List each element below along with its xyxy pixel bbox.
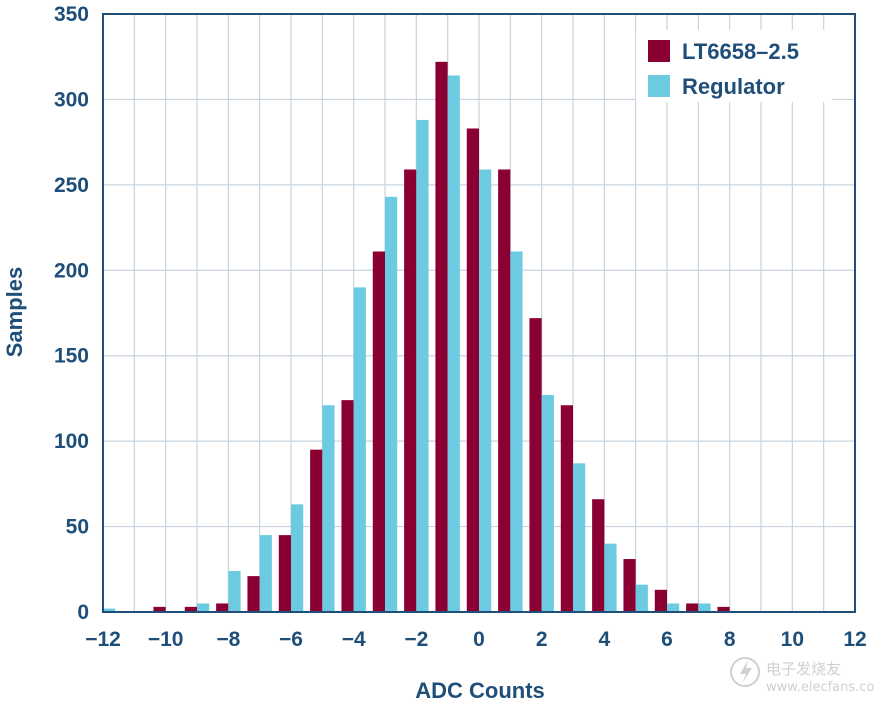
- bar-regulator: [447, 75, 460, 613]
- bar-lt6658: [184, 606, 197, 612]
- bar-lt6658: [341, 400, 354, 612]
- x-tick-label: 10: [781, 628, 804, 651]
- bar-lt6658: [717, 606, 730, 612]
- bar-regulator: [291, 504, 304, 612]
- x-tick-label: −8: [216, 628, 240, 651]
- y-axis-label: Samples: [2, 267, 27, 358]
- bar-regulator: [635, 584, 648, 612]
- legend-label-regulator: Regulator: [682, 74, 785, 99]
- x-tick-label: −10: [148, 628, 184, 651]
- plot-frame: [102, 13, 856, 613]
- bar-regulator: [197, 603, 210, 612]
- bar-lt6658: [529, 318, 542, 612]
- bar-lt6658: [310, 449, 323, 612]
- y-tick-label: 350: [54, 3, 89, 26]
- bar-lt6658: [278, 535, 291, 612]
- bar-regulator: [385, 196, 398, 612]
- legend-label-lt6658: LT6658–2.5: [682, 39, 799, 64]
- y-tick-label: 150: [54, 345, 89, 368]
- watermark-text-url: www.elecfans.com: [766, 680, 874, 695]
- watermark: 电子发烧友 www.elecfans.com: [730, 657, 874, 695]
- bar-lt6658: [435, 61, 448, 612]
- bar-lt6658: [560, 405, 573, 612]
- bar-lt6658: [247, 576, 260, 612]
- watermark-logo-icon: [730, 657, 760, 687]
- bar-regulator: [103, 608, 116, 612]
- x-tick-label: −4: [342, 628, 366, 651]
- x-tick-label: 8: [724, 628, 736, 651]
- bar-lt6658: [372, 251, 385, 612]
- y-tick-label: 200: [54, 259, 89, 282]
- bar-regulator: [353, 287, 366, 612]
- x-tick-label: 4: [598, 628, 610, 651]
- x-axis-label: ADC Counts: [415, 678, 545, 703]
- x-tick-label: −2: [404, 628, 428, 651]
- legend-swatch-lt6658: [648, 40, 670, 62]
- y-tick-label: 250: [54, 174, 89, 197]
- bar-regulator: [541, 395, 554, 612]
- x-tick-label: 2: [536, 628, 548, 651]
- bar-lt6658: [498, 169, 511, 613]
- y-tick-label: 0: [77, 601, 89, 624]
- bar-lt6658: [216, 603, 229, 612]
- x-tick-label: 0: [473, 628, 485, 651]
- bar-lt6658: [592, 499, 605, 612]
- watermark-logo-bolt-icon: [740, 660, 752, 684]
- bar-lt6658: [686, 603, 699, 612]
- bar-lt6658: [153, 606, 166, 612]
- bar-lt6658: [466, 128, 479, 612]
- bar-lt6658: [654, 589, 667, 612]
- y-tick-label: 100: [54, 430, 89, 453]
- x-tick-label: −6: [279, 628, 303, 651]
- bar-regulator: [667, 603, 680, 612]
- bar-regulator: [698, 603, 711, 612]
- bar-regulator: [573, 463, 586, 612]
- bar-regulator: [416, 119, 429, 612]
- y-tick-label: 50: [66, 516, 89, 539]
- bar-regulator: [322, 405, 335, 612]
- bar-regulator: [228, 570, 241, 612]
- bars: [103, 61, 730, 613]
- x-tick-label: 12: [843, 628, 866, 651]
- y-tick-labels: 0 50 100 150 200 250 300 350: [54, 3, 89, 624]
- y-tick-label: 300: [54, 88, 89, 111]
- legend: LT6658–2.5 Regulator: [636, 30, 832, 102]
- x-tick-labels: −12 −10 −8 −6 −4 −2 0 2 4 6 8 10 12: [85, 628, 866, 651]
- bar-lt6658: [623, 559, 636, 612]
- bar-regulator: [259, 535, 272, 612]
- x-tick-label: 6: [661, 628, 673, 651]
- bar-regulator: [479, 169, 492, 613]
- legend-swatch-regulator: [648, 75, 670, 97]
- bar-regulator: [510, 251, 523, 612]
- bar-lt6658: [404, 169, 417, 613]
- watermark-text-cn: 电子发烧友: [766, 660, 841, 678]
- x-tick-label: −12: [85, 628, 121, 651]
- bar-regulator: [604, 543, 617, 612]
